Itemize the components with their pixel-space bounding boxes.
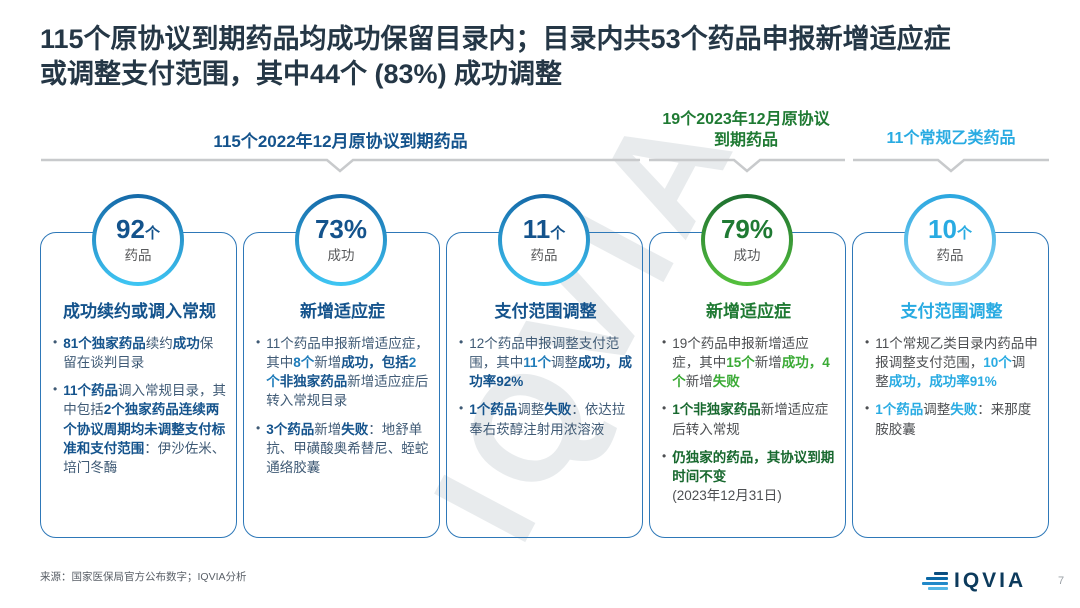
slide-title-line1: 115个原协议到期药品均成功保留目录内；目录内共53个药品申报新增适应症: [40, 24, 951, 54]
stat-value: 11个: [522, 213, 566, 244]
stat-sublabel: 药品: [936, 248, 964, 264]
stat-value: 10个: [928, 213, 972, 244]
card-payment-scope-2022: 支付范围调整 • 12个药品申报调整支付范围，其中11个调整成功，成功率92% • 1…: [446, 232, 643, 538]
card-heading: 新增适应症: [300, 302, 385, 321]
card-bullets: • 19个药品申报新增适应症，其中15个新增成功，4个新增失败 • 1个非独家药品新增…: [662, 334, 835, 505]
bracket-line-group1: [41, 158, 640, 173]
card-bullets: • 12个药品申报调整支付范围，其中11个调整成功，成功率92% • 1个药品调整失败…: [459, 334, 632, 439]
bracket-line-group3: [853, 158, 1049, 173]
card-new-indications-2022: 新增适应症 • 11个药品申报新增适应症，其中8个新增成功，包括2个非独家药品新增…: [243, 232, 440, 538]
card-bullets: • 11个药品申报新增适应症，其中8个新增成功，包括2个非独家药品新增适应症后转入…: [256, 334, 429, 477]
group-label-2022-expiring: 115个2022年12月原协议到期药品: [213, 132, 468, 151]
bullet-item: • 1个非独家药品新增适应症后转入常规: [662, 401, 829, 437]
card-heading: 支付范围调整: [900, 302, 1003, 321]
bracket-line-group2: [649, 158, 845, 173]
stat-circle-11-drugs: 11个药品: [498, 194, 590, 286]
card-bullets: • 11个常规乙类目录内药品申报调整支付范围，10个调整成功，成功率91% • 1个药…: [865, 334, 1038, 439]
bullet-item: • 仍独家的药品，其协议到期时间不变 (2023年12月31日): [662, 448, 835, 504]
stat-circle-73pct-success: 73% 成功: [295, 194, 387, 286]
bullet-item: • 12个药品申报调整支付范围，其中11个调整成功，成功率92%: [459, 335, 632, 390]
stat-sublabel: 药品: [530, 248, 558, 264]
card-heading: 成功续约或调入常规: [63, 302, 216, 321]
stat-sublabel: 成功: [733, 248, 761, 264]
stat-circle-10-drugs: 10个药品: [904, 194, 996, 286]
bullet-item: • 11个药品调入常规目录，其中包括2个独家药品连续两个协议周期均未调整支付标准和…: [53, 382, 226, 475]
bullet-item: • 19个药品申报新增适应症，其中15个新增成功，4个新增失败: [662, 335, 830, 390]
bullet-item: • 1个药品调整失败：依达拉奉右莰醇注射用浓溶液: [459, 401, 626, 437]
stat-value: 73%: [314, 213, 368, 244]
card-new-indications-2023: 新增适应症 • 19个药品申报新增适应症，其中15个新增成功，4个新增失败 • 1个非…: [649, 232, 846, 538]
group-label-2023-expiring: 19个2023年12月原协议 到期药品: [662, 111, 830, 149]
card-payment-scope-classb: 支付范围调整 • 11个常规乙类目录内药品申报调整支付范围，10个调整成功，成功率…: [852, 232, 1049, 538]
card-heading: 支付范围调整: [494, 302, 597, 321]
stat-circle-92-drugs: 92个药品: [92, 194, 184, 286]
card-bullets: • 81个独家药品续约成功保留在谈判目录 • 11个药品调入常规目录，其中包括2个独家…: [53, 334, 226, 477]
stat-value: 92个: [116, 213, 160, 244]
bullet-item: • 11个药品申报新增适应症，其中8个新增成功，包括2个非独家药品新增适应症后转入…: [256, 335, 429, 409]
bullet-item: • 1个药品调整失败：来那度胺胶囊: [865, 401, 1032, 437]
bullet-item: • 81个独家药品续约成功保留在谈判目录: [53, 335, 214, 371]
iqvia-logo-mark-icon: [922, 572, 948, 590]
bullet-item: • 3个药品新增失败：地舒单抗、甲磺酸奥希替尼、蛭蛇通络胶囊: [256, 420, 429, 475]
iqvia-logo-text: IQVIA: [954, 569, 1027, 592]
bullet-item: • 11个常规乙类目录内药品申报调整支付范围，10个调整成功，成功率91%: [865, 335, 1038, 390]
stat-circle-79pct-success: 79% 成功: [701, 194, 793, 286]
source-note: 来源：国家医保局官方公布数字；IQVIA分析: [40, 571, 247, 583]
group-label-regular-classb: 11个常规乙类药品: [886, 130, 1016, 147]
stat-value: 79%: [720, 213, 774, 244]
stat-sublabel: 成功: [327, 248, 355, 264]
slide-title-line2: 或调整支付范围，其中44个 (83%) 成功调整: [40, 59, 563, 90]
stat-sublabel: 药品: [124, 248, 152, 264]
iqvia-logo: IQVIA: [922, 569, 1026, 593]
slide-title: 115个原协议到期药品均成功保留目录内；目录内共53个药品申报新增适应症 或调整…: [40, 22, 1055, 92]
card-heading: 新增适应症: [706, 302, 791, 321]
card-renewed-or-regular: 成功续约或调入常规 • 81个独家药品续约成功保留在谈判目录 • 11个药品调入常规目…: [40, 232, 237, 538]
page-number: 7: [1058, 575, 1065, 587]
